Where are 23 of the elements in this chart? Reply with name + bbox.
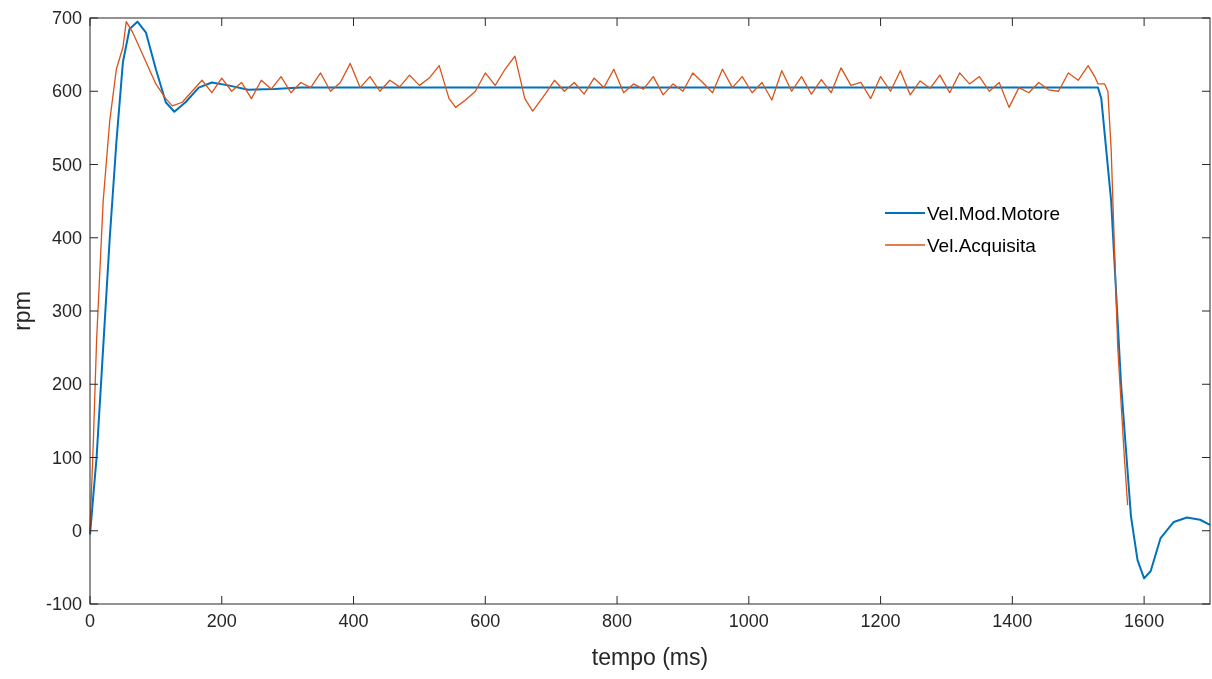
x-tick-label: 1400 (992, 611, 1033, 631)
y-tick-label: 200 (51, 374, 82, 395)
x-tick-label: 800 (602, 611, 633, 631)
y-tick-label: 700 (51, 8, 82, 28)
line-series (89, 20, 1211, 580)
x-tick-label: 1600 (1124, 611, 1165, 631)
y-tick-label: 100 (51, 447, 82, 468)
legend-label: Vel.Mod.Motore (927, 203, 1061, 224)
x-tick-label: 1200 (860, 611, 901, 631)
y-tick-label: 600 (51, 81, 82, 102)
y-tick-label: 0 (71, 520, 82, 541)
x-tick-label: 400 (338, 611, 369, 631)
x-tick-label: 600 (470, 611, 501, 631)
y-tick-label: 400 (51, 227, 82, 248)
x-axis-title: tempo (ms) (591, 644, 709, 670)
x-tick-label: 0 (84, 611, 96, 631)
legend-label: Vel.Acquisita (927, 235, 1037, 256)
x-tick-label: 200 (206, 611, 237, 631)
y-tick-label: 300 (51, 301, 82, 321)
y-axis-title: rpm (9, 291, 35, 331)
y-tick-label: -100 (45, 594, 82, 614)
y-tick-label: 500 (51, 154, 82, 175)
x-tick-label: 1000 (728, 611, 769, 631)
